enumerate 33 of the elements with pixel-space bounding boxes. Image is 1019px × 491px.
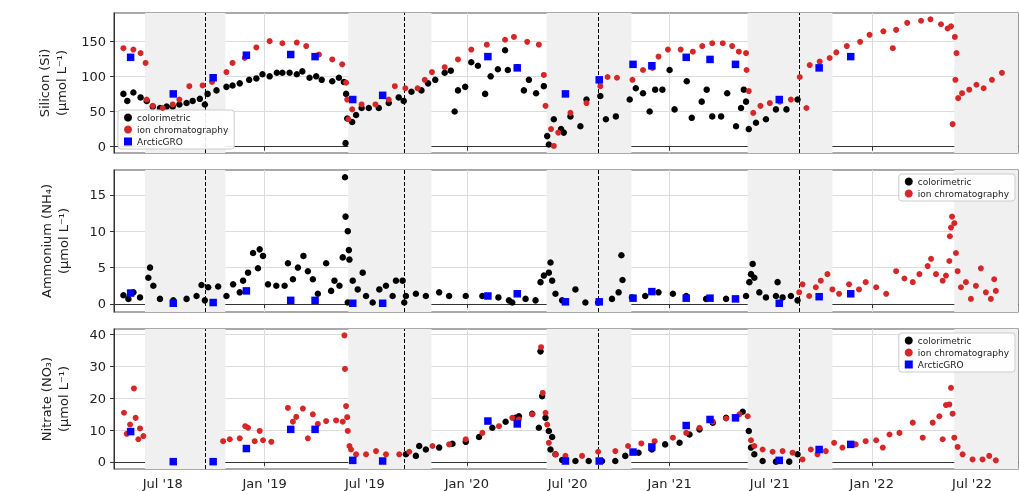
- x-tick-label: Jan '22: [848, 476, 894, 491]
- y-tick-label: 40: [89, 326, 106, 342]
- y-tick-label: 15: [89, 187, 106, 203]
- y-tick-label: 0: [97, 296, 106, 312]
- legend-label: ArcticGRO: [917, 359, 964, 370]
- legend-label: ion chromatography: [917, 347, 1010, 358]
- x-tick-label: Jan '20: [443, 476, 489, 491]
- x-tick-label: Jan '19: [241, 476, 287, 491]
- y-tick-label: 10: [89, 223, 106, 239]
- y-tick-label: 10: [89, 422, 106, 438]
- y-tick-label: 0: [97, 454, 106, 470]
- x-tick-label: Jan '21: [646, 476, 692, 491]
- x-tick-label: Jul '22: [951, 476, 992, 491]
- y-tick-label: 50: [89, 103, 106, 119]
- legend-label: colorimetric: [917, 335, 972, 346]
- y-axis-title: Ammonium (NH₄) (µmol L⁻¹): [39, 184, 71, 298]
- y-axis-title: Silicon (Si) (µmol L⁻¹): [37, 48, 70, 118]
- y-tick-label: 5: [97, 260, 106, 276]
- legend-label: ion chromatography: [137, 124, 229, 135]
- y-axis-title: Nitrate (NO₃) (µmol L⁻¹): [39, 356, 71, 442]
- x-tick-label: Jul '21: [748, 476, 790, 491]
- y-tick-label: 20: [89, 390, 106, 406]
- legend-label: colorimetric: [917, 176, 972, 187]
- y-tick-label: 30: [89, 358, 106, 374]
- legend-label: colorimetric: [137, 112, 191, 123]
- legend-label: ion chromatography: [917, 188, 1010, 199]
- legend-label: ArcticGRO: [137, 136, 183, 147]
- x-tick-label: Jul '20: [546, 476, 588, 491]
- y-tick-label: 0: [97, 139, 106, 155]
- x-tick-label: Jul '19: [343, 476, 385, 491]
- y-tick-label: 100: [81, 68, 106, 84]
- x-tick-label: Jul '18: [141, 476, 183, 491]
- y-tick-label: 150: [81, 33, 106, 49]
